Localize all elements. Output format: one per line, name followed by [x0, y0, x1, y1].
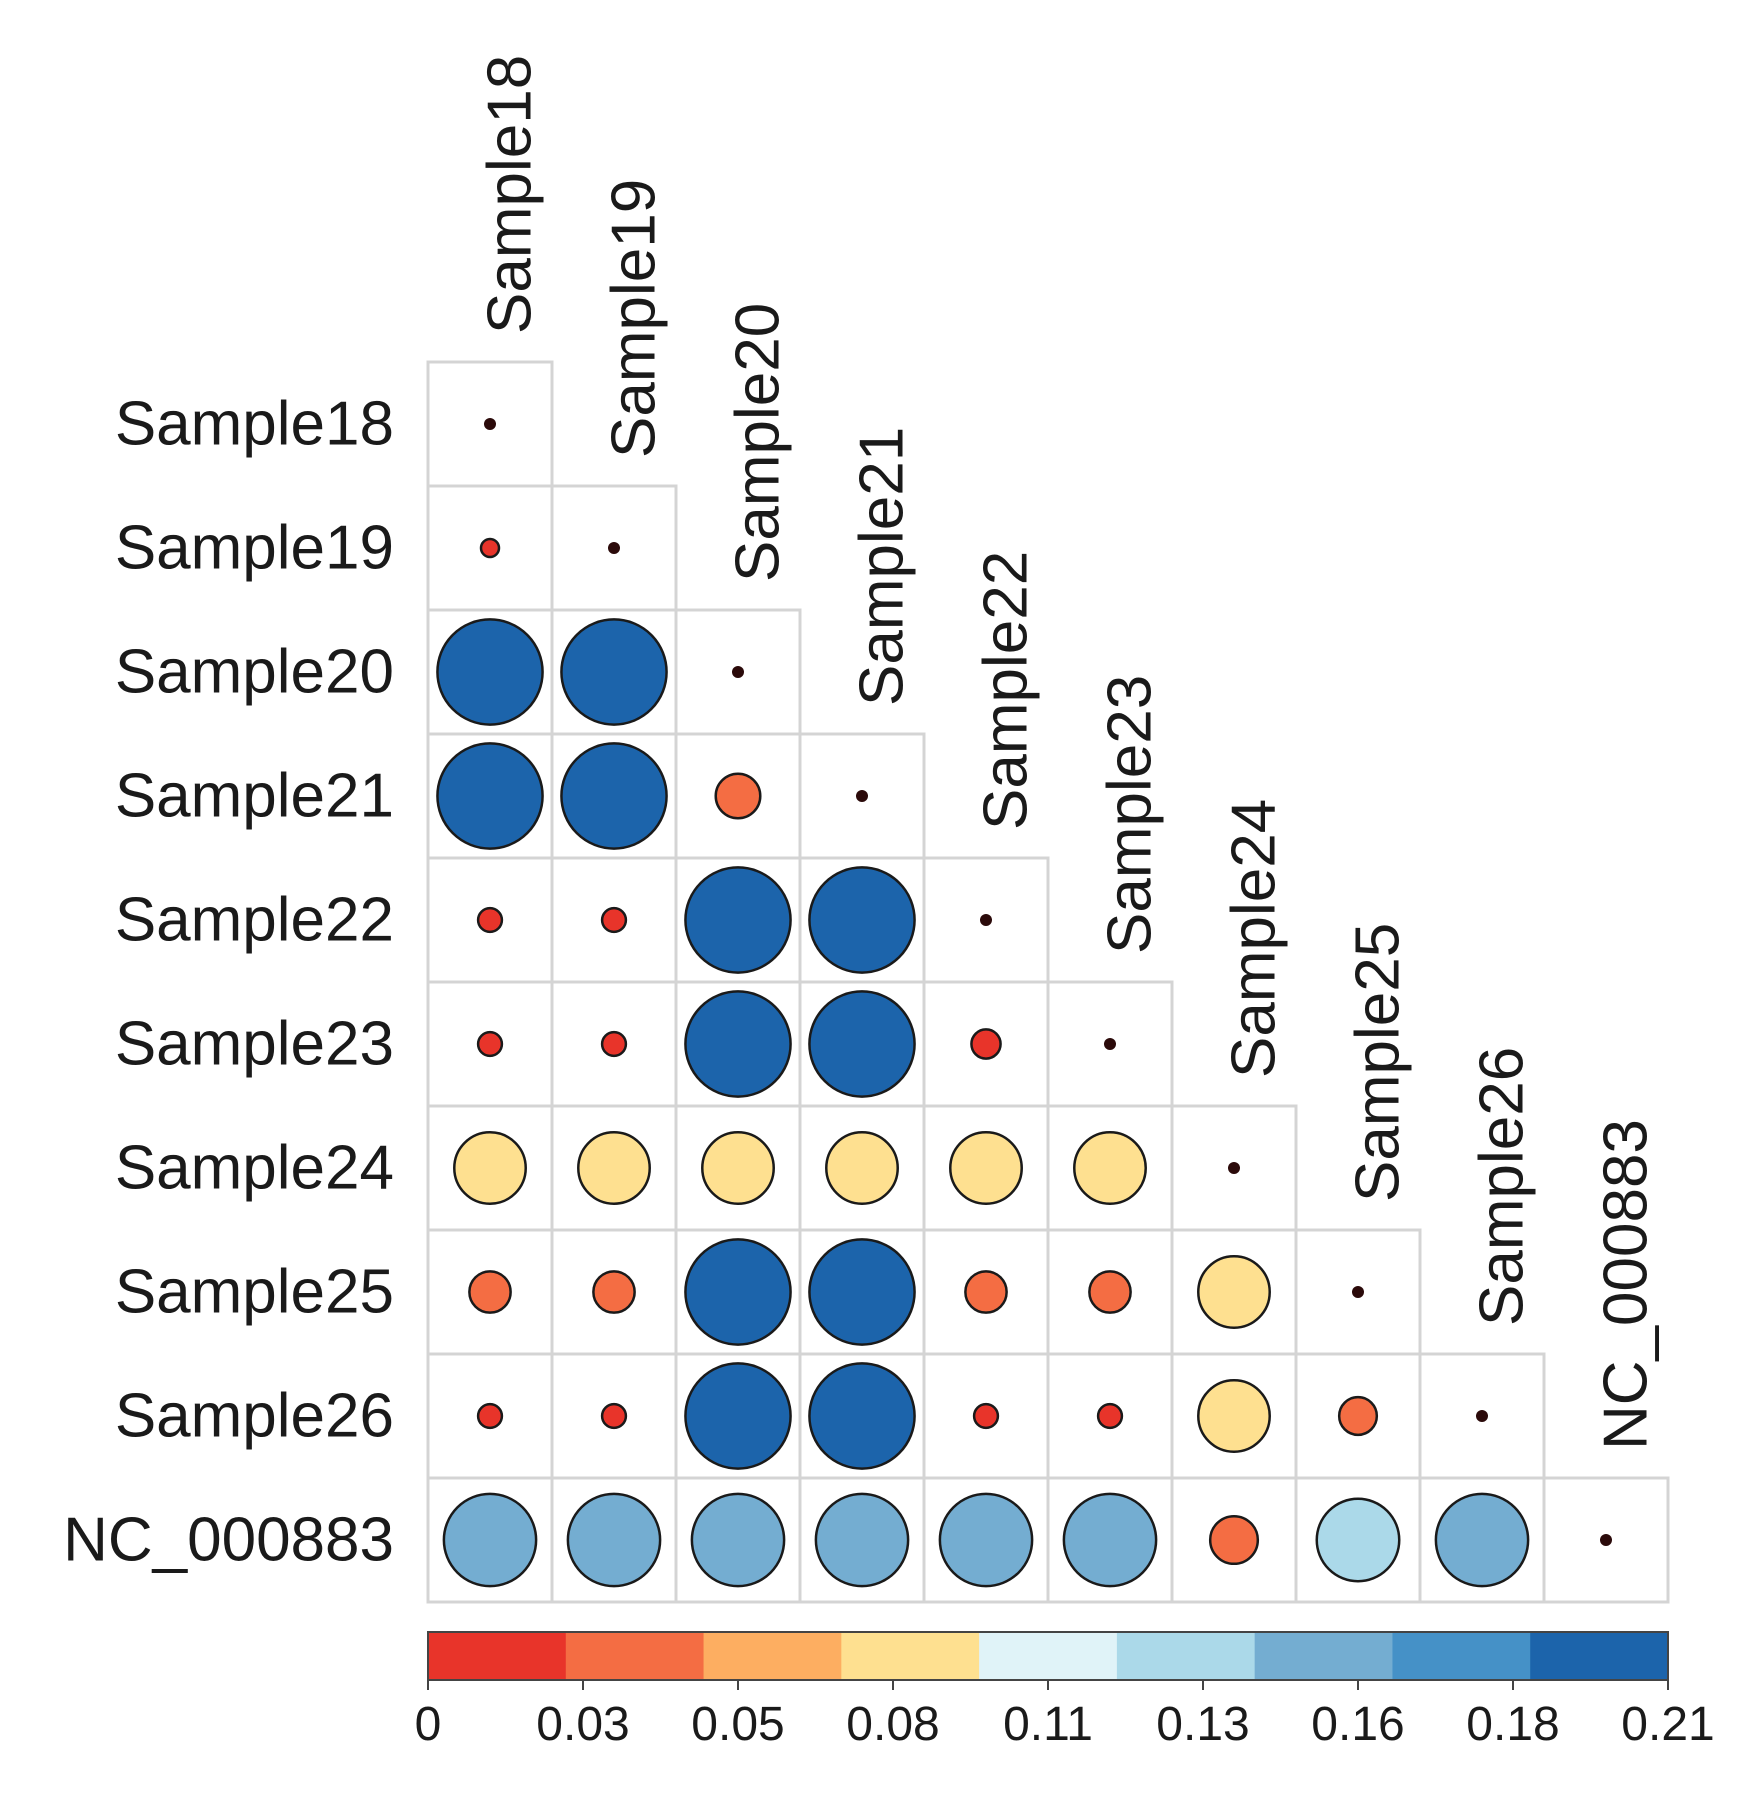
- diagonal-dot: [608, 542, 620, 554]
- column-label: Sample25: [1344, 923, 1413, 1202]
- bubble-Sample22-Sample19: [600, 906, 628, 934]
- diagonal-dot: [1352, 1286, 1364, 1298]
- matrix-bubbles: [436, 418, 1612, 1588]
- bubble-Sample25-Sample23: [1088, 1270, 1132, 1314]
- bubble-Sample24-Sample18: [453, 1131, 527, 1205]
- bubble-Sample26-Sample23: [1096, 1402, 1124, 1430]
- bubble-Sample23-Sample18: [476, 1030, 504, 1058]
- bubble-Sample26-Sample21: [808, 1362, 916, 1470]
- row-label: Sample21: [115, 762, 394, 831]
- column-label: Sample20: [724, 303, 793, 582]
- bubble-Sample26-Sample24: [1197, 1379, 1271, 1453]
- bubble-Sample21-Sample18: [436, 742, 544, 850]
- bubble-Sample22-Sample20: [684, 866, 792, 974]
- row-label: NC_000883: [63, 1506, 394, 1575]
- bubble-Sample25-Sample20: [684, 1238, 792, 1346]
- diagonal-dot: [1476, 1410, 1488, 1422]
- row-label: Sample18: [115, 390, 394, 459]
- diagonal-dot: [484, 418, 496, 430]
- colorbar-segment: [703, 1632, 842, 1680]
- colorbar-tick-label: 0: [415, 1698, 442, 1751]
- diagonal-dot: [1228, 1162, 1240, 1174]
- bubble-Sample26-Sample19: [600, 1402, 628, 1430]
- diagonal-dot: [980, 914, 992, 926]
- colorbar-tick-label: 0.21: [1621, 1698, 1714, 1751]
- bubble-Sample26-Sample25: [1337, 1395, 1379, 1437]
- column-label: Sample19: [600, 179, 669, 458]
- bubble-NC_000883-Sample22: [938, 1492, 1034, 1588]
- bubble-Sample20-Sample18: [436, 618, 544, 726]
- row-label: Sample24: [115, 1134, 394, 1203]
- colorbar-tick-label: 0.05: [691, 1698, 784, 1751]
- colorbar-tick-label: 0.13: [1156, 1698, 1249, 1751]
- colorbar-segment: [1530, 1632, 1669, 1680]
- bubble-Sample19-Sample18: [479, 537, 501, 559]
- bubble-NC_000883-Sample18: [442, 1492, 538, 1588]
- bubble-NC_000883-Sample23: [1062, 1492, 1158, 1588]
- colorbar-segment: [841, 1632, 980, 1680]
- bubble-Sample22-Sample21: [808, 866, 916, 974]
- bubble-Sample24-Sample21: [825, 1131, 899, 1205]
- column-label: Sample26: [1468, 1047, 1537, 1326]
- bubble-Sample20-Sample19: [560, 618, 668, 726]
- bubble-Sample23-Sample21: [808, 990, 916, 1098]
- row-label: Sample22: [115, 886, 394, 955]
- colorbar-segment: [1254, 1632, 1393, 1680]
- row-label: Sample19: [115, 514, 394, 583]
- bubble-Sample24-Sample19: [577, 1131, 651, 1205]
- diagonal-dot: [856, 790, 868, 802]
- bubble-Sample21-Sample20: [714, 772, 762, 820]
- bubble-Sample24-Sample22: [949, 1131, 1023, 1205]
- column-label: Sample18: [476, 55, 545, 334]
- bubble-Sample24-Sample23: [1073, 1131, 1147, 1205]
- row-label: Sample23: [115, 1010, 394, 1079]
- bubble-Sample26-Sample22: [972, 1402, 1000, 1430]
- colorbar-tick-label: 0.03: [536, 1698, 629, 1751]
- row-label: Sample26: [115, 1382, 394, 1451]
- bubble-NC_000883-Sample19: [566, 1492, 662, 1588]
- colorbar-segment: [979, 1632, 1118, 1680]
- bubble-Sample23-Sample22: [970, 1028, 1002, 1060]
- colorbar-segment: [1116, 1632, 1256, 1680]
- colorbar-segment: [565, 1632, 705, 1680]
- bubble-Sample23-Sample20: [684, 990, 792, 1098]
- colorbar: 0 0.03 0.05 0.08 0.11 0.13 0.16 0.18 0.21: [415, 1631, 1715, 1751]
- diagonal-dot: [1104, 1038, 1116, 1050]
- column-label: NC_000883: [1592, 1119, 1661, 1450]
- colorbar-tick-label: 0.18: [1466, 1698, 1559, 1751]
- bubble-NC_000883-Sample20: [690, 1492, 786, 1588]
- column-label: Sample21: [848, 427, 917, 706]
- colorbar-segment: [428, 1632, 567, 1680]
- bubble-Sample25-Sample22: [964, 1270, 1008, 1314]
- bubble-Sample21-Sample19: [560, 742, 668, 850]
- column-label: Sample22: [972, 551, 1041, 830]
- row-labels: Sample18 Sample19 Sample20 Sample21 Sample22…: [63, 390, 394, 1575]
- matrix-cell: [426, 1104, 554, 1232]
- bubble-NC_000883-Sample26: [1434, 1492, 1530, 1588]
- colorbar-tick-label: 0.16: [1311, 1698, 1404, 1751]
- bubble-NC_000883-Sample25: [1315, 1497, 1401, 1583]
- column-label: Sample24: [1220, 799, 1289, 1078]
- colorbar-tick-label: 0.11: [1003, 1698, 1093, 1751]
- bubble-Sample23-Sample19: [600, 1030, 628, 1058]
- diagonal-dot: [732, 666, 744, 678]
- bubble-Sample25-Sample21: [808, 1238, 916, 1346]
- row-label: Sample25: [115, 1258, 394, 1327]
- bubble-Sample22-Sample18: [476, 906, 504, 934]
- colorbar-segment: [1392, 1632, 1531, 1680]
- bubble-Sample25-Sample24: [1197, 1255, 1271, 1329]
- column-labels: Sample18 Sample19 Sample20 Sample21 Sample22…: [476, 55, 1661, 1450]
- bubble-NC_000883-Sample21: [814, 1492, 910, 1588]
- bubble-Sample26-Sample20: [684, 1362, 792, 1470]
- column-label: Sample23: [1096, 675, 1165, 954]
- bubble-NC_000883-Sample24: [1208, 1514, 1260, 1566]
- bubble-Sample26-Sample18: [476, 1402, 504, 1430]
- bubble-Sample24-Sample20: [701, 1131, 775, 1205]
- bubble-Sample25-Sample18: [468, 1270, 512, 1314]
- bubble-Sample25-Sample19: [592, 1270, 636, 1314]
- colorbar-tick-label: 0.08: [846, 1698, 939, 1751]
- diagonal-dot: [1600, 1534, 1612, 1546]
- row-label: Sample20: [115, 638, 394, 707]
